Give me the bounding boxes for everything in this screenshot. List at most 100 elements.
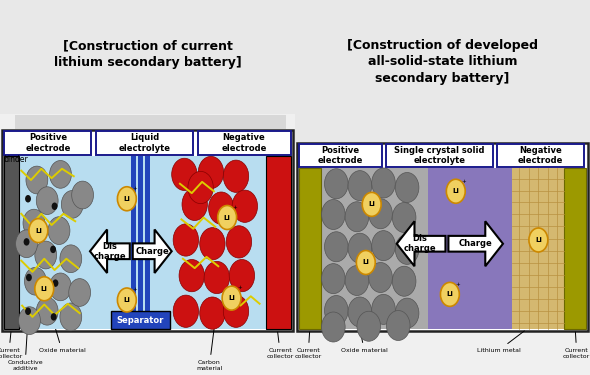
Text: Li: Li bbox=[224, 214, 231, 220]
Circle shape bbox=[348, 171, 372, 201]
FancyBboxPatch shape bbox=[198, 131, 290, 154]
Bar bbox=[299, 168, 321, 329]
Circle shape bbox=[26, 274, 32, 281]
Circle shape bbox=[229, 260, 254, 292]
Text: Negative
electrode: Negative electrode bbox=[221, 133, 267, 153]
Circle shape bbox=[37, 187, 58, 214]
Text: Li: Li bbox=[228, 295, 235, 301]
Text: Li: Li bbox=[123, 196, 130, 202]
Bar bbox=[145, 156, 150, 329]
Bar bbox=[2, 130, 293, 331]
Circle shape bbox=[48, 217, 70, 244]
Text: Dis
charge: Dis charge bbox=[93, 242, 126, 261]
Circle shape bbox=[395, 298, 419, 328]
Circle shape bbox=[529, 228, 548, 252]
FancyBboxPatch shape bbox=[386, 144, 493, 167]
Bar bbox=[512, 168, 564, 329]
Circle shape bbox=[25, 195, 31, 202]
Circle shape bbox=[348, 233, 372, 263]
Text: Negative
electrode: Negative electrode bbox=[518, 146, 563, 165]
Circle shape bbox=[446, 179, 465, 203]
Text: +: + bbox=[455, 282, 460, 286]
Bar bbox=[0, 0, 295, 114]
Circle shape bbox=[53, 279, 58, 287]
Polygon shape bbox=[396, 221, 445, 266]
Text: Liquid
electrolyte: Liquid electrolyte bbox=[119, 133, 171, 153]
Circle shape bbox=[324, 296, 348, 326]
Text: +: + bbox=[233, 205, 238, 210]
Text: Li: Li bbox=[447, 291, 453, 297]
Circle shape bbox=[52, 202, 58, 210]
Polygon shape bbox=[90, 230, 130, 273]
Bar bbox=[15, 115, 286, 129]
Bar bbox=[138, 156, 143, 329]
Circle shape bbox=[26, 166, 48, 194]
Text: Positive
electrode: Positive electrode bbox=[318, 146, 363, 165]
Text: Current
collector: Current collector bbox=[0, 332, 22, 359]
FancyBboxPatch shape bbox=[299, 144, 382, 167]
Circle shape bbox=[188, 171, 214, 204]
Text: binder: binder bbox=[4, 155, 28, 164]
Polygon shape bbox=[133, 230, 172, 273]
Circle shape bbox=[232, 190, 258, 222]
Circle shape bbox=[362, 192, 381, 216]
Text: Li: Li bbox=[123, 297, 130, 303]
Text: +: + bbox=[133, 186, 137, 191]
Text: +: + bbox=[133, 287, 137, 292]
Circle shape bbox=[72, 181, 93, 209]
Circle shape bbox=[209, 192, 234, 224]
Circle shape bbox=[61, 190, 83, 218]
Circle shape bbox=[369, 262, 392, 292]
Text: Conductive
additive: Conductive additive bbox=[7, 321, 43, 371]
Circle shape bbox=[117, 187, 136, 211]
Text: Oxide material: Oxide material bbox=[38, 323, 86, 353]
Circle shape bbox=[173, 295, 198, 327]
Circle shape bbox=[50, 246, 56, 253]
Circle shape bbox=[357, 311, 381, 341]
Circle shape bbox=[345, 266, 369, 296]
Circle shape bbox=[322, 312, 345, 342]
Circle shape bbox=[199, 297, 225, 329]
Circle shape bbox=[50, 273, 71, 301]
Circle shape bbox=[16, 230, 38, 258]
Text: [Construction of current
lithium secondary battery]: [Construction of current lithium seconda… bbox=[54, 40, 241, 69]
Bar bbox=[428, 168, 512, 329]
Circle shape bbox=[60, 245, 81, 273]
Circle shape bbox=[29, 219, 48, 243]
Circle shape bbox=[204, 261, 230, 294]
Bar bbox=[295, 0, 590, 142]
Circle shape bbox=[322, 200, 345, 230]
Bar bbox=[297, 143, 588, 331]
Circle shape bbox=[395, 172, 419, 202]
Polygon shape bbox=[448, 221, 503, 266]
FancyBboxPatch shape bbox=[111, 311, 170, 329]
Circle shape bbox=[392, 202, 416, 232]
Circle shape bbox=[322, 264, 345, 294]
Text: Carbon
material: Carbon material bbox=[196, 321, 222, 371]
Circle shape bbox=[356, 251, 375, 274]
Text: Oxide material: Oxide material bbox=[341, 332, 388, 353]
Bar bbox=[4, 156, 19, 329]
Bar bbox=[266, 156, 291, 329]
Circle shape bbox=[324, 169, 348, 199]
Circle shape bbox=[199, 228, 225, 260]
Text: Li: Li bbox=[453, 188, 459, 194]
Bar bbox=[131, 156, 136, 329]
Circle shape bbox=[345, 202, 369, 232]
Circle shape bbox=[117, 288, 136, 312]
Circle shape bbox=[19, 307, 40, 334]
Text: Positive
electrode: Positive electrode bbox=[25, 133, 71, 153]
Circle shape bbox=[440, 282, 459, 306]
Circle shape bbox=[395, 234, 419, 264]
Circle shape bbox=[69, 279, 91, 306]
FancyBboxPatch shape bbox=[5, 131, 91, 154]
Circle shape bbox=[226, 226, 251, 258]
Text: Li: Li bbox=[368, 201, 375, 207]
Circle shape bbox=[25, 308, 31, 315]
Text: Current
collector: Current collector bbox=[294, 332, 322, 359]
Circle shape bbox=[386, 310, 410, 340]
Circle shape bbox=[50, 160, 71, 188]
Bar bbox=[564, 168, 586, 329]
Text: Separator: Separator bbox=[116, 316, 164, 325]
Circle shape bbox=[23, 209, 45, 237]
